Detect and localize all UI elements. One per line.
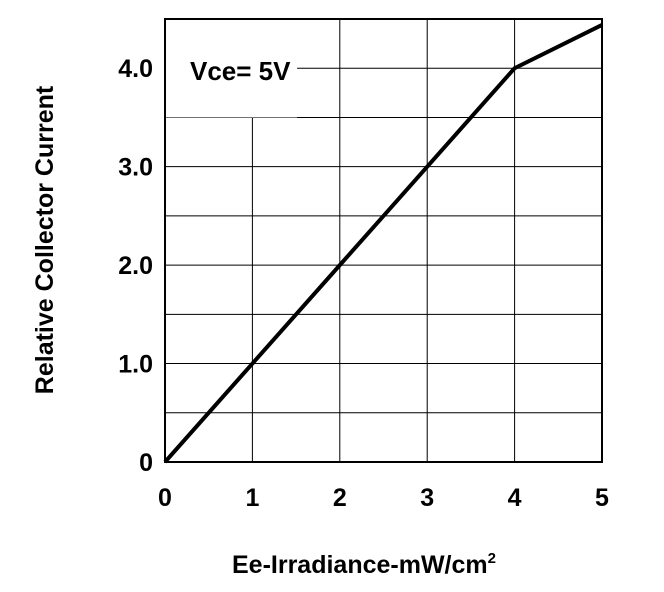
- y-axis-title: Relative Collector Current: [31, 85, 59, 394]
- x-axis-title: Ee-Irradiance-mW/cm2: [232, 550, 496, 579]
- annotation-box: [166, 20, 298, 118]
- series-group: [163, 23, 603, 464]
- x-tick-label: 3: [420, 484, 434, 512]
- series-line-0: [163, 23, 603, 464]
- y-tick-label: 0: [139, 449, 153, 477]
- x-tick-labels: 0 1 2 3 4 5: [158, 484, 609, 512]
- y-tick-label: 4.0: [118, 55, 153, 83]
- plot-frame: [164, 18, 603, 463]
- x-axis-title-superscript: 2: [488, 550, 496, 567]
- x-tick-label: 1: [245, 484, 259, 512]
- x-tick-label: 0: [158, 484, 172, 512]
- y-tick-label: 2.0: [118, 252, 153, 280]
- y-tick-label: 1.0: [118, 351, 153, 379]
- x-tick-label: 2: [333, 484, 347, 512]
- x-tick-label: 5: [595, 484, 609, 512]
- annotation-text: Vce= 5V: [190, 56, 291, 86]
- x-tick-label: 4: [508, 484, 522, 512]
- y-tick-label: 3.0: [118, 154, 153, 182]
- y-tick-labels: 0 1.0 2.0 3.0 4.0: [118, 55, 153, 477]
- x-axis-title-main: Ee-Irradiance-mW/cm: [232, 551, 488, 579]
